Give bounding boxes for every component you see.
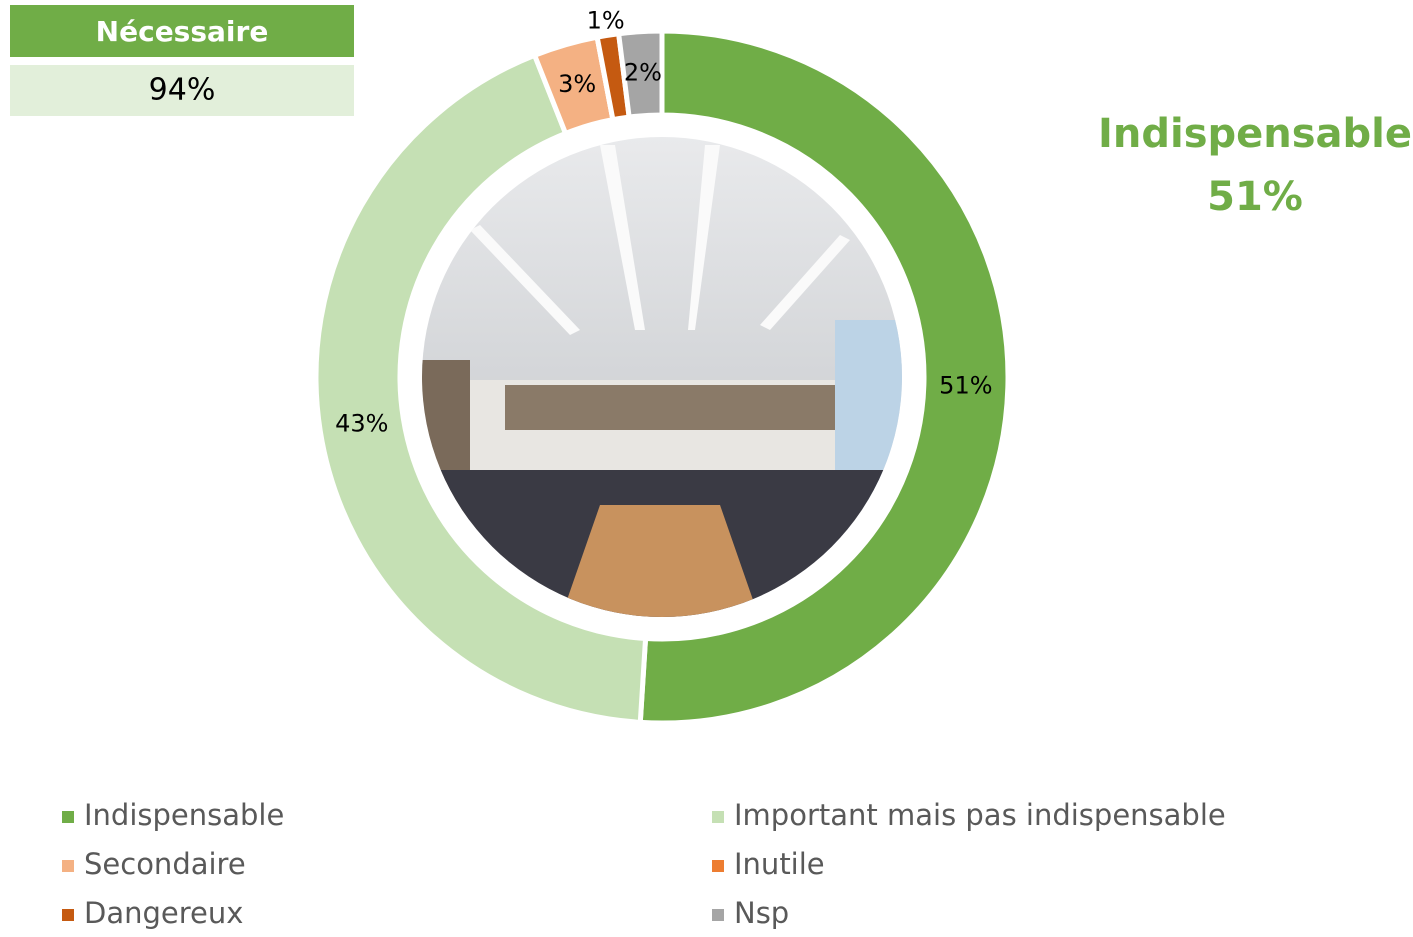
data-label: 43% [335,410,388,438]
legend-label: Important mais pas indispensable [734,798,1226,832]
summary-title: Nécessaire [96,15,269,48]
photo [422,137,902,617]
donut-segment [313,52,649,725]
legend-swatch [62,811,74,823]
legend-label: Secondaire [84,847,246,881]
legend-swatch [62,860,74,872]
legend-label: Inutile [734,847,825,881]
legend-label: Dangereux [84,896,243,930]
data-label: 1% [587,6,625,34]
summary-body [10,65,354,116]
donut-segment [615,28,665,120]
legend-swatch [62,909,74,921]
callout-text: 51% [1207,174,1303,220]
data-label: 51% [939,372,992,400]
legend-label: Indispensable [84,798,284,832]
donut-segment [637,28,1011,726]
legend-swatch [712,909,724,921]
legend-swatch [712,860,724,872]
legend-swatch [712,811,724,823]
summary-text: 94% [149,73,216,108]
data-label: 3% [558,70,596,98]
data-label: 2% [624,59,662,87]
summary-header [10,5,354,57]
legend-label: Nsp [734,896,789,930]
callout-title: Indispensable [1098,111,1412,157]
